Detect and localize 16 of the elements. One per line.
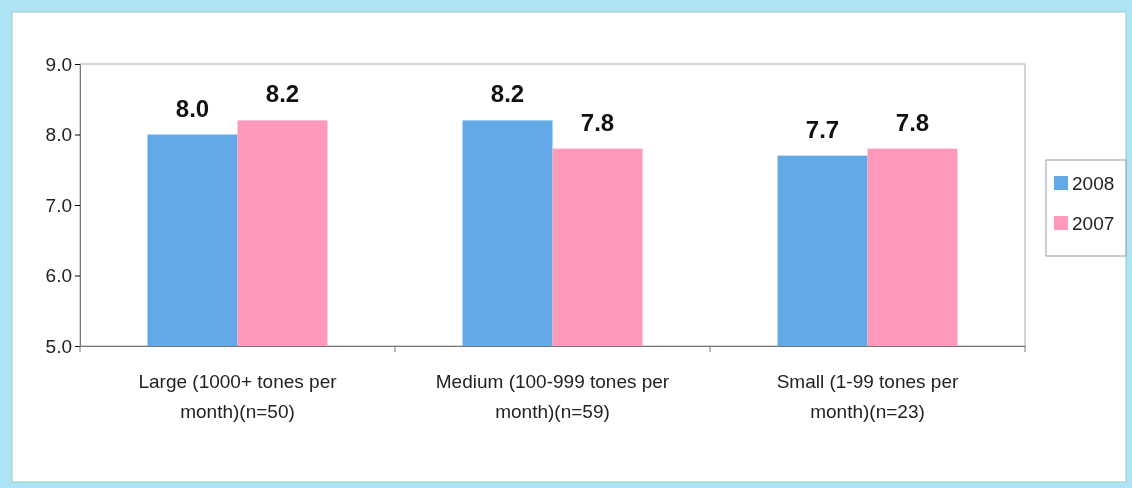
y-tick-label: 8.0	[45, 124, 72, 146]
x-tick-label: Medium (100-999 tones per month)(n=59)	[435, 371, 670, 422]
data-label: 7.8	[580, 108, 615, 136]
y-tick-label: 6.0	[45, 265, 72, 287]
data-label: 8.2	[490, 80, 525, 108]
data-label: 8.2	[265, 80, 300, 108]
x-tick-label: Small (1-99 tones per month)(n=23)	[776, 371, 959, 422]
x-tick-label: Large (1000+ tones per month)(n=50)	[138, 371, 338, 422]
data-label: 7.8	[895, 108, 930, 136]
legend-label: 2008	[1072, 173, 1115, 194]
legend-label: 2007	[1072, 213, 1115, 234]
data-label: 8.0	[175, 94, 210, 122]
y-tick-label: 5.0	[45, 335, 72, 357]
data-label: 7.7	[805, 115, 840, 143]
y-tick-label: 9.0	[45, 53, 72, 75]
y-tick-label: 7.0	[45, 194, 72, 216]
